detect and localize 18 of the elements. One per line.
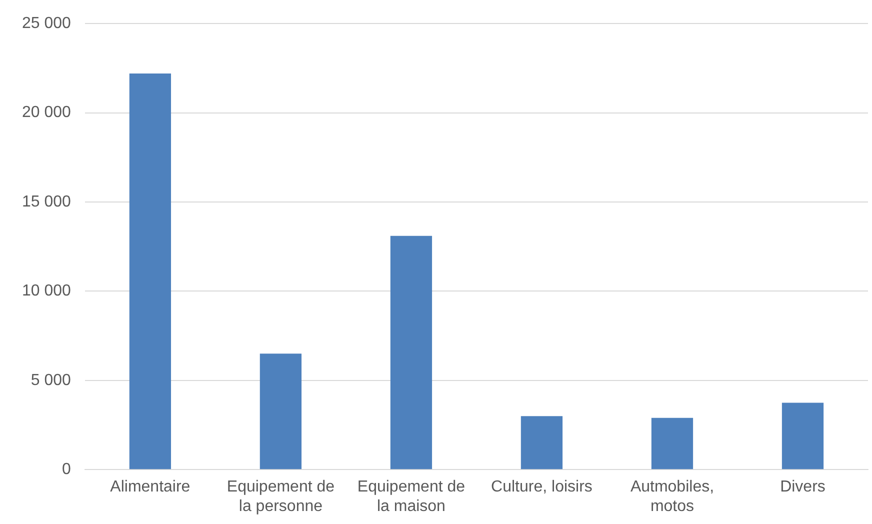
x-tick-label: Culture, loisirs (491, 478, 592, 496)
bar (260, 354, 302, 470)
bar (129, 74, 172, 470)
y-tick-label: 0 (62, 461, 72, 478)
y-tick-label: 20 000 (22, 104, 72, 122)
y-tick-label: 5 000 (30, 372, 72, 389)
y-tick-label: 10 000 (22, 282, 72, 300)
x-tick-label: Equipement de la maison (357, 478, 466, 515)
y-tick-label: 15 000 (22, 193, 72, 210)
y-tick-label: 25 000 (22, 15, 72, 32)
bar (651, 418, 694, 470)
x-tick-label: Autmobiles, motos (630, 478, 714, 515)
bar (782, 402, 824, 470)
x-tick-label: Equipement de la personne (226, 478, 335, 515)
x-tick-label: Alimentaire (110, 478, 190, 496)
x-tick-label: Divers (780, 478, 826, 496)
bar (520, 416, 563, 470)
bar (390, 236, 432, 470)
